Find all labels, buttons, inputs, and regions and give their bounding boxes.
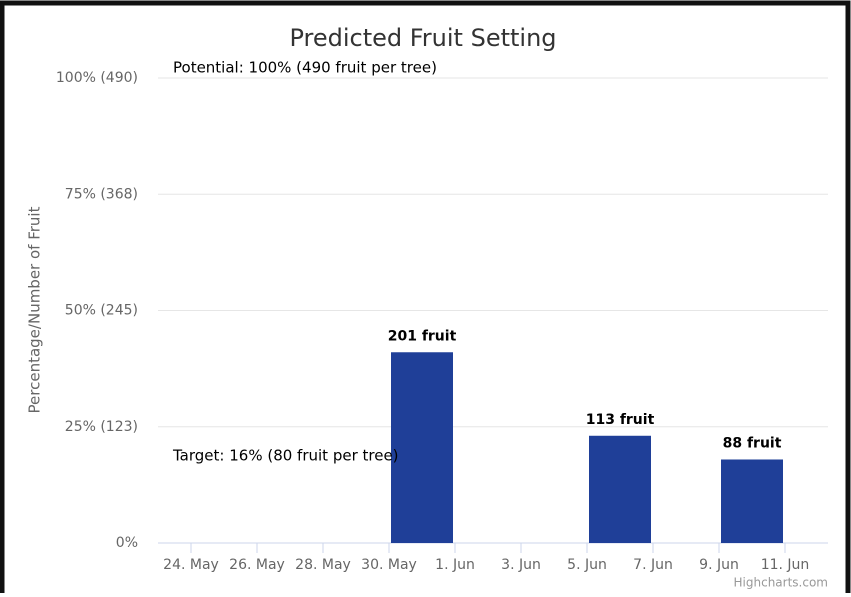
data-label: 113 fruit [586,412,655,428]
bar [589,435,651,543]
data-label: 88 fruit [723,435,782,451]
chart-title: Predicted Fruit Setting [289,24,556,52]
annotation: Target: 16% (80 fruit per tree) [172,447,399,465]
data-label: 201 fruit [388,328,457,344]
y-tick-label: 0% [116,535,138,551]
x-tick-label: 30. May [361,557,417,573]
y-tick-label: 25% (123) [65,419,138,435]
annotation: Potential: 100% (490 fruit per tree) [173,59,437,77]
credits: Highcharts.com [734,576,828,590]
y-axis-title: Percentage/Number of Fruit [26,206,44,413]
y-tick-label: 100% (490) [56,70,138,86]
x-tick-label: 5. Jun [567,557,607,573]
x-tick-label: 1. Jun [435,557,475,573]
x-tick-label: 3. Jun [501,557,541,573]
x-tick-label: 7. Jun [633,557,673,573]
y-tick-label: 75% (368) [65,186,138,202]
bar [391,352,453,543]
x-tick-label: 24. May [163,557,219,573]
x-tick-label: 26. May [229,557,285,573]
x-tick-label: 9. Jun [699,557,739,573]
bar [721,459,783,543]
x-tick-label: 11. Jun [761,557,810,573]
x-tick-label: 28. May [295,557,351,573]
y-tick-label: 50% (245) [65,303,138,319]
